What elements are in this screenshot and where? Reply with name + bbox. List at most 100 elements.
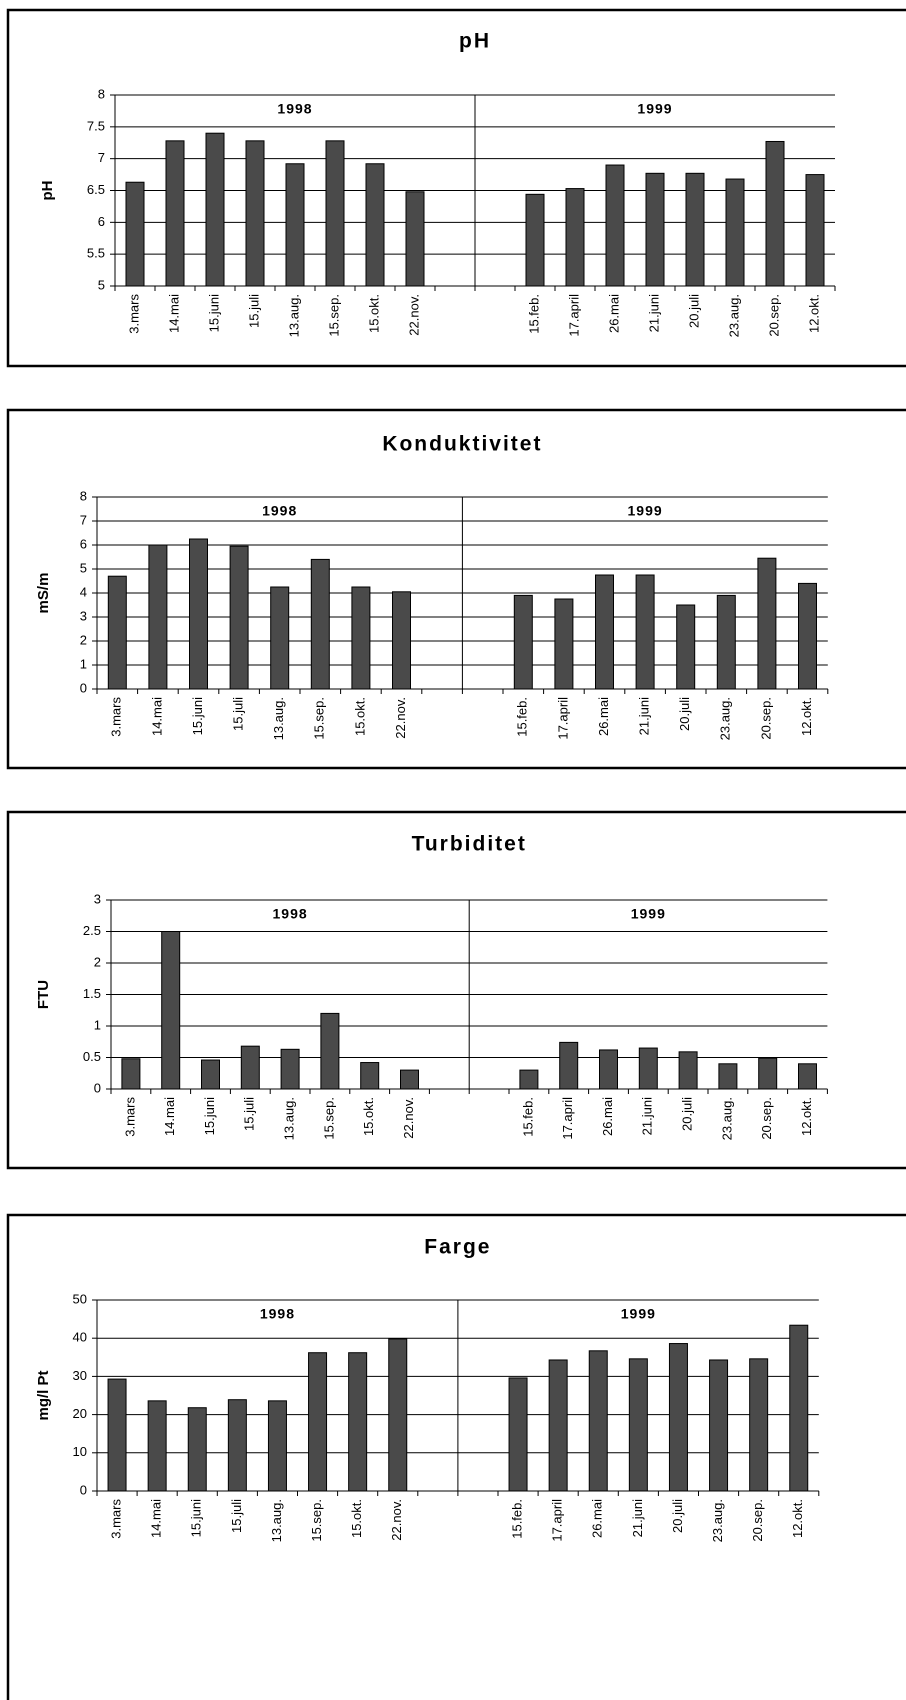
x-tick-label: 15.juni <box>206 294 221 332</box>
y-tick-label: 10 <box>73 1444 87 1459</box>
x-tick-label: 15.sep. <box>309 1499 324 1542</box>
chart-frame <box>6 810 906 1170</box>
bar <box>245 140 265 287</box>
bar <box>267 1400 287 1492</box>
bar <box>685 172 705 287</box>
x-tick-label: 23.aug. <box>719 1097 734 1140</box>
x-tick-label: 20.sep. <box>750 1499 765 1542</box>
x-tick-label: 12.okt. <box>806 294 821 333</box>
bar <box>645 172 665 287</box>
x-tick-label: 22.nov. <box>406 294 421 336</box>
bar <box>325 140 345 287</box>
year-label: 1999 <box>628 503 663 519</box>
x-tick-label: 3.mars <box>108 1499 123 1539</box>
bar <box>548 1359 568 1492</box>
bar <box>678 1051 698 1090</box>
x-tick-label: 15.sep. <box>312 697 327 740</box>
bar <box>310 558 330 690</box>
x-tick-label: 12.okt. <box>799 1097 814 1136</box>
x-tick-label: 20.juli <box>670 1499 685 1533</box>
x-tick-label: 15.feb. <box>526 294 541 334</box>
x-tick-label: 15.juli <box>231 697 246 731</box>
chart-title: Farge <box>424 1236 491 1259</box>
bar <box>121 1058 141 1090</box>
bar <box>709 1359 729 1492</box>
y-tick-label: 0 <box>94 1080 101 1095</box>
y-axis-label: mS/m <box>35 573 52 614</box>
x-tick-label: 21.juni <box>640 1097 655 1135</box>
bar <box>789 1324 809 1492</box>
bar <box>240 1045 260 1090</box>
x-tick-label: 20.juli <box>686 294 701 328</box>
x-tick-label: 22.nov. <box>389 1499 404 1541</box>
bar <box>405 191 425 287</box>
y-tick-label: 7 <box>98 150 105 165</box>
chart-title: Konduktivitet <box>382 433 542 456</box>
bar <box>805 174 825 287</box>
bar <box>635 574 655 690</box>
x-tick-label: 15.sep. <box>321 1097 336 1140</box>
x-tick-label: 20.sep. <box>758 697 773 740</box>
y-tick-label: 40 <box>73 1330 87 1345</box>
bar <box>388 1338 408 1492</box>
bar <box>360 1062 380 1090</box>
x-tick-label: 15.feb. <box>520 1097 535 1137</box>
x-tick-label: 17.april <box>560 1097 575 1140</box>
x-tick-label: 14.mai <box>162 1097 177 1136</box>
x-tick-label: 20.juli <box>677 697 692 731</box>
y-tick-label: 1.5 <box>83 986 101 1001</box>
x-tick-label: 15.okt. <box>366 294 381 333</box>
y-tick-label: 3 <box>94 891 101 906</box>
chart-frame <box>6 408 906 770</box>
x-tick-label: 21.juni <box>637 697 652 735</box>
x-tick-label: 15.juli <box>229 1499 244 1533</box>
x-tick-label: 15.okt. <box>361 1097 376 1136</box>
bar <box>628 1358 648 1492</box>
bar <box>765 140 785 287</box>
y-tick-label: 5 <box>80 560 87 575</box>
x-tick-label: 15.juni <box>189 1499 204 1537</box>
x-tick-label: 12.okt. <box>799 697 814 736</box>
bar <box>559 1041 579 1090</box>
bar <box>351 586 371 690</box>
y-tick-label: 8 <box>98 86 105 101</box>
bar <box>798 1063 817 1090</box>
bar <box>668 1343 688 1492</box>
x-tick-label: 15.juli <box>242 1097 257 1131</box>
bar <box>148 544 168 690</box>
bar <box>758 1057 778 1090</box>
chart-title: pH <box>459 30 491 53</box>
y-tick-label: 50 <box>73 1291 87 1306</box>
y-tick-label: 5.5 <box>87 246 105 261</box>
bar <box>147 1400 167 1492</box>
chart-frame <box>6 1213 906 1700</box>
bar <box>400 1069 419 1090</box>
bar <box>798 582 817 690</box>
x-tick-label: 26.mai <box>600 1097 615 1136</box>
y-tick-label: 2 <box>94 954 101 969</box>
x-tick-label: 15.okt. <box>352 697 367 736</box>
year-label: 1998 <box>262 503 297 519</box>
bar <box>107 575 127 690</box>
y-tick-label: 1 <box>80 656 87 671</box>
bar <box>107 1378 127 1492</box>
x-tick-label: 3.mars <box>126 294 141 334</box>
y-tick-label: 1 <box>94 1017 101 1032</box>
x-tick-label: 15.juni <box>190 697 205 735</box>
y-tick-label: 2.5 <box>83 923 101 938</box>
bar <box>229 545 249 690</box>
x-tick-label: 22.nov. <box>401 1097 416 1139</box>
y-tick-label: 4 <box>80 584 87 599</box>
bar <box>554 598 574 690</box>
y-tick-label: 5 <box>98 277 105 292</box>
bar <box>392 591 411 690</box>
y-tick-label: 8 <box>80 488 87 503</box>
x-tick-label: 14.mai <box>149 697 164 736</box>
bar <box>308 1352 328 1492</box>
x-tick-label: 3.mars <box>122 1097 137 1137</box>
bar <box>165 140 185 287</box>
bar <box>201 1059 220 1090</box>
y-tick-label: 6 <box>98 214 105 229</box>
year-label: 1998 <box>273 906 308 922</box>
bar <box>348 1352 368 1492</box>
